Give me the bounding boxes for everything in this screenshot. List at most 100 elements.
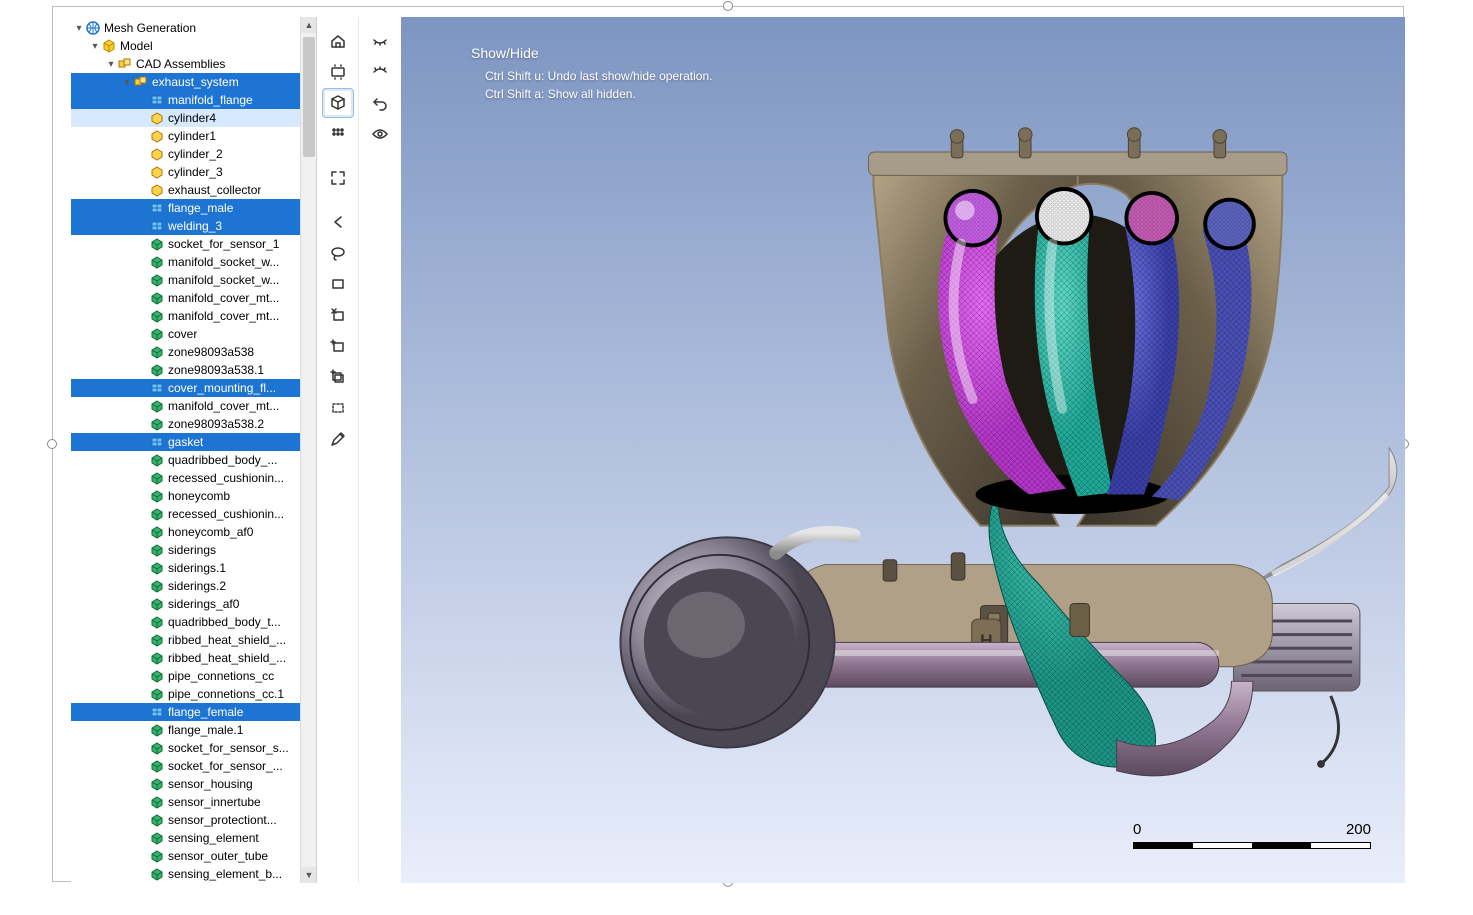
surf-icon: [149, 92, 165, 108]
body-icon: [149, 254, 165, 270]
tree-item-label: quadribbed_body_...: [168, 453, 277, 467]
tree-node-20[interactable]: gasket: [71, 433, 301, 451]
tree-node-22[interactable]: recessed_cushionin...: [71, 469, 301, 487]
select-hollow-icon[interactable]: [322, 393, 354, 423]
tree-node-37[interactable]: socket_for_sensor_s...: [71, 739, 301, 757]
tree-item-label: exhaust_collector: [168, 183, 261, 197]
tree-node-29[interactable]: siderings_af0: [71, 595, 301, 613]
expand-corners-icon[interactable]: [322, 163, 354, 193]
tree-node-19[interactable]: zone98093a538.2: [71, 415, 301, 433]
tree-node-11[interactable]: manifold_socket_w...: [71, 271, 301, 289]
resize-handle-n[interactable]: [723, 1, 733, 11]
tree-node-36[interactable]: flange_male.1: [71, 721, 301, 739]
tree-node-8[interactable]: welding_3: [71, 217, 301, 235]
model-tree-panel: ▾Mesh Generation▾Model▾CAD Assemblies▾ex…: [71, 17, 317, 883]
tree-node-30[interactable]: quadribbed_body_t...: [71, 613, 301, 631]
tree-item-label: manifold_flange: [168, 93, 253, 107]
tree-item-label: exhaust_system: [152, 75, 239, 89]
tree-node-18[interactable]: manifold_cover_mt...: [71, 397, 301, 415]
body-icon: [149, 236, 165, 252]
home-icon[interactable]: [322, 26, 354, 56]
tree-node-44[interactable]: sensing_element_b...: [71, 865, 301, 883]
3d-viewport[interactable]: Show/Hide Ctrl Shift u: Undo last show/h…: [401, 17, 1405, 883]
grid-dots-icon[interactable]: [322, 119, 354, 149]
tree-node-15[interactable]: zone98093a538: [71, 343, 301, 361]
viewport-hud: Show/Hide Ctrl Shift u: Undo last show/h…: [471, 45, 712, 103]
tree-node-43[interactable]: sensor_outer_tube: [71, 847, 301, 865]
hud-line-2: Ctrl Shift a: Show all hidden.: [485, 85, 712, 103]
cube-view-icon[interactable]: [322, 88, 354, 118]
tree-node-23[interactable]: honeycomb: [71, 487, 301, 505]
tree-node-2[interactable]: cylinder4: [71, 109, 301, 127]
edit-pencil-icon[interactable]: [322, 424, 354, 454]
tree-root-mesh-generation[interactable]: ▾Mesh Generation: [71, 19, 301, 37]
tree-node-12[interactable]: manifold_cover_mt...: [71, 289, 301, 307]
tree-item-label: zone98093a538: [168, 345, 254, 359]
tree-node-7[interactable]: flange_male: [71, 199, 301, 217]
tree-node-4[interactable]: cylinder_2: [71, 145, 301, 163]
add-selection-icon[interactable]: [322, 331, 354, 361]
fit-view-icon[interactable]: [322, 57, 354, 87]
eyelash-closed-icon[interactable]: [364, 26, 396, 56]
tree-node-3[interactable]: cylinder1: [71, 127, 301, 145]
body-icon: [149, 776, 165, 792]
tree-item-label: manifold_cover_mt...: [168, 291, 279, 305]
surf-icon: [149, 434, 165, 450]
tree-node-5[interactable]: cylinder_3: [71, 163, 301, 181]
tree-node-31[interactable]: ribbed_heat_shield_...: [71, 631, 301, 649]
tree-node-28[interactable]: siderings.2: [71, 577, 301, 595]
tree-node-25[interactable]: honeycomb_af0: [71, 523, 301, 541]
expand-twisty[interactable]: ▾: [89, 41, 101, 52]
resize-handle-w[interactable]: [47, 439, 57, 449]
tree-node-26[interactable]: siderings: [71, 541, 301, 559]
body-icon: [149, 812, 165, 828]
tree-item-label: sensor_outer_tube: [168, 849, 268, 863]
add-multi-icon[interactable]: [322, 362, 354, 392]
tree-node-38[interactable]: socket_for_sensor_...: [71, 757, 301, 775]
tree-node-16[interactable]: zone98093a538.1: [71, 361, 301, 379]
tree-node-0[interactable]: ▾ exhaust_system: [71, 73, 301, 91]
rect-select-icon[interactable]: [322, 269, 354, 299]
tree-node-6[interactable]: exhaust_collector: [71, 181, 301, 199]
tree-node-33[interactable]: pipe_connetions_cc: [71, 667, 301, 685]
tree-item-label: socket_for_sensor_...: [168, 759, 283, 773]
scroll-down-button[interactable]: ▼: [301, 867, 317, 883]
expand-twisty[interactable]: ▾: [73, 23, 85, 34]
tree-node-24[interactable]: recessed_cushionin...: [71, 505, 301, 523]
tree-node-39[interactable]: sensor_housing: [71, 775, 301, 793]
tree-node-13[interactable]: manifold_cover_mt...: [71, 307, 301, 325]
scroll-thumb[interactable]: [303, 37, 315, 157]
cube-icon: [101, 38, 117, 54]
tree-node-cad-assemblies[interactable]: ▾CAD Assemblies: [71, 55, 301, 73]
expand-twisty[interactable]: ▾: [121, 77, 133, 88]
tree-item-label: manifold_socket_w...: [168, 273, 279, 287]
eyelash-open-icon[interactable]: [364, 57, 396, 87]
tree-node-42[interactable]: sensing_element: [71, 829, 301, 847]
eye-icon[interactable]: [364, 119, 396, 149]
tree-scrollbar[interactable]: ▲ ▼: [300, 17, 316, 883]
remove-selection-icon[interactable]: [322, 300, 354, 330]
tree-item-label: welding_3: [168, 219, 222, 233]
undo-icon[interactable]: [364, 88, 396, 118]
tree-node-9[interactable]: socket_for_sensor_1: [71, 235, 301, 253]
expand-twisty[interactable]: ▾: [105, 59, 117, 70]
lasso-icon[interactable]: [322, 238, 354, 268]
scale-max: 200: [1346, 821, 1371, 838]
tree-node-41[interactable]: sensor_protectiont...: [71, 811, 301, 829]
tree-node-model[interactable]: ▾Model: [71, 37, 301, 55]
tree-node-32[interactable]: ribbed_heat_shield_...: [71, 649, 301, 667]
tree-node-10[interactable]: manifold_socket_w...: [71, 253, 301, 271]
scroll-up-button[interactable]: ▲: [301, 17, 317, 33]
tree-node-35[interactable]: flange_female: [71, 703, 301, 721]
tree-node-34[interactable]: pipe_connetions_cc.1: [71, 685, 301, 703]
tree-node-40[interactable]: sensor_innertube: [71, 793, 301, 811]
tree-item-label: cylinder_3: [168, 165, 223, 179]
tree-node-17[interactable]: cover_mounting_fl...: [71, 379, 301, 397]
tree-node-21[interactable]: quadribbed_body_...: [71, 451, 301, 469]
tree-node-1[interactable]: manifold_flange: [71, 91, 301, 109]
tree-node-14[interactable]: cover: [71, 325, 301, 343]
tree-node-27[interactable]: siderings.1: [71, 559, 301, 577]
body-icon: [149, 866, 165, 882]
back-icon[interactable]: [322, 207, 354, 237]
tree-item-label: siderings_af0: [168, 597, 239, 611]
